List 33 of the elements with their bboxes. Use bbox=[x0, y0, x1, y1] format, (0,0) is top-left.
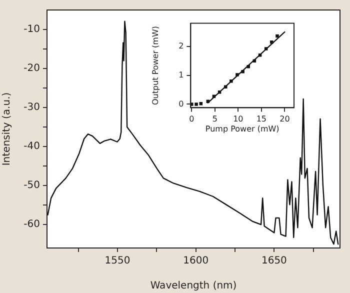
y-tick-label: -60 bbox=[24, 219, 40, 230]
y-tick-label: 2 bbox=[178, 42, 184, 50]
x-tick-label: 0 bbox=[189, 114, 194, 124]
y-tick-label: -50 bbox=[24, 180, 40, 192]
point bbox=[230, 79, 233, 83]
x-axis-title: Wavelength (nm) bbox=[150, 280, 237, 292]
point bbox=[241, 70, 244, 74]
x-axis-title: Pump Power (mW) bbox=[205, 124, 280, 134]
point bbox=[236, 73, 239, 76]
point bbox=[276, 34, 279, 38]
y-tick-label: -20 bbox=[24, 63, 40, 74]
x-tick-label: 1550 bbox=[104, 256, 130, 267]
x-tick-label: 5 bbox=[212, 114, 218, 124]
point bbox=[206, 100, 210, 103]
y-tick-label: 1 bbox=[178, 70, 184, 80]
x-tick-label: 20 bbox=[280, 114, 290, 124]
y-tick-label: 0 bbox=[178, 99, 184, 108]
y-tick-label: -10 bbox=[24, 24, 40, 36]
point bbox=[264, 47, 268, 50]
point bbox=[246, 65, 250, 68]
point bbox=[194, 102, 198, 106]
y-axis-title: Output Power (mW) bbox=[150, 26, 160, 106]
x-tick-label: 1650 bbox=[261, 256, 287, 267]
y-axis-title: Intensity (a.u.) bbox=[2, 92, 13, 166]
y-tick-label: -40 bbox=[24, 141, 40, 152]
point bbox=[190, 102, 194, 106]
point bbox=[252, 59, 256, 62]
point bbox=[270, 40, 274, 44]
point bbox=[199, 102, 203, 106]
y-tick-label: -30 bbox=[24, 102, 40, 114]
x-tick-label: 10 bbox=[233, 114, 244, 124]
x-tick-label: 15 bbox=[256, 114, 267, 124]
x-tick-label: 1600 bbox=[183, 256, 209, 267]
